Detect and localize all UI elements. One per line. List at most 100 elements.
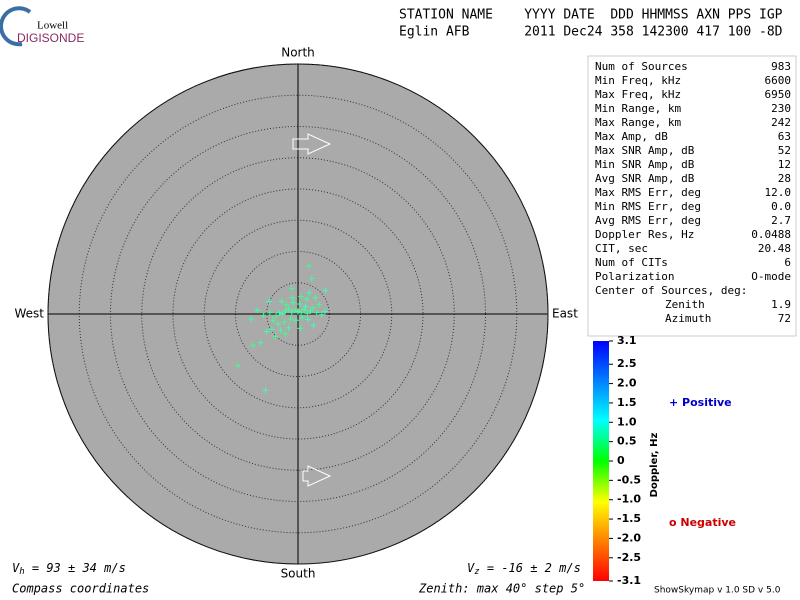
source-point (281, 319, 288, 326)
source-point (313, 309, 320, 316)
stat-label: Azimuth (665, 312, 711, 325)
stat-value: 0.0488 (751, 228, 791, 241)
vz-sub: z (474, 567, 479, 577)
logo-bottom: DIGISONDE (17, 31, 84, 45)
stat-value: 6950 (765, 88, 792, 101)
vh-text: Vh = 93 ± 34 m/s (12, 561, 126, 577)
source-point (279, 311, 286, 317)
stat-label: Avg RMS Err, deg (595, 214, 701, 227)
source-point (285, 324, 292, 331)
stat-title: Center of Sources, deg: (595, 284, 747, 297)
stat-value: 1.9 (771, 298, 791, 311)
stat-value: 230 (771, 102, 791, 115)
source-point (276, 309, 283, 316)
source-point (301, 306, 308, 313)
source-point (273, 312, 280, 319)
dir-south: South (281, 567, 316, 581)
stat-value: 0.0 (771, 200, 791, 213)
legend-positive: + Positive (669, 396, 732, 409)
source-point (257, 339, 264, 346)
source-point (278, 298, 285, 305)
stat-value: 63 (778, 130, 791, 143)
source-point (310, 304, 316, 311)
source-point (298, 309, 305, 316)
colorbar-tick-label: 0 (617, 454, 625, 467)
stat-label: Num of CITs (595, 256, 668, 269)
source-point (308, 275, 315, 282)
stat-value: 52 (778, 144, 791, 157)
source-point (283, 301, 290, 308)
stat-value: 72 (778, 312, 791, 325)
vz-value: = -16 ± 2 m/s (480, 561, 581, 575)
source-point (316, 301, 323, 308)
colorbar-label: Doppler, Hz (649, 433, 660, 498)
source-point (290, 299, 296, 306)
source-point (282, 307, 289, 314)
source-point (270, 317, 276, 324)
source-point (306, 262, 313, 269)
stat-label: Min Range, km (595, 102, 681, 115)
colorbar (593, 341, 609, 581)
source-point (287, 316, 294, 322)
source-point (282, 331, 289, 337)
dir-west: West (14, 307, 44, 321)
colorbar-tick-label: 2.5 (617, 357, 637, 370)
source-point (248, 316, 255, 322)
colorbar-tick-label: -2.5 (617, 551, 641, 564)
source-point (288, 309, 295, 316)
source-point (266, 298, 273, 305)
source-point (235, 362, 241, 369)
colorbar-tick-label: 2.0 (617, 377, 637, 390)
colorbar-tick-label: -3.1 (617, 574, 641, 587)
stat-label: Max SNR Amp, dB (595, 144, 695, 157)
source-point (277, 327, 284, 334)
vh-sub: h (19, 567, 24, 577)
stat-value: 6600 (765, 74, 792, 87)
header-line: Eglin AFB 2011 Dec24 358 142300 417 100 … (399, 25, 783, 40)
source-point (293, 317, 300, 324)
colorbar-tick-label: 0.5 (617, 435, 637, 448)
source-point (298, 293, 305, 300)
stat-label: Min RMS Err, deg (595, 200, 701, 213)
source-point (285, 306, 292, 312)
stat-label: Zenith (665, 298, 705, 311)
source-point (299, 314, 306, 321)
stat-value: 242 (771, 116, 791, 129)
logo-top: Lowell (37, 20, 68, 32)
source-point (312, 294, 319, 301)
stat-label: Max Range, km (595, 116, 681, 129)
stat-label: Min SNR Amp, dB (595, 158, 695, 171)
zenith-label: Zenith: max 40° step 5° (418, 582, 585, 596)
source-point (275, 321, 281, 327)
header-line: STATION NAME YYYY DATE DDD HHMMSS AXN PP… (399, 8, 783, 23)
stat-value: 6 (784, 256, 791, 269)
source-point (272, 333, 279, 340)
stat-value: 12.0 (765, 186, 792, 199)
source-point (306, 289, 313, 296)
source-point (266, 309, 273, 316)
stat-value: 983 (771, 60, 791, 73)
source-point (262, 387, 269, 394)
stat-label: Doppler Res, Hz (595, 228, 694, 241)
source-point (307, 307, 314, 314)
version-label: ShowSkymap v 1.0 SD v 5.0 (654, 586, 781, 596)
vh-value: = 93 ± 34 m/s (25, 561, 126, 575)
stat-value: 28 (778, 172, 791, 185)
dir-north: North (281, 46, 315, 60)
coords-label: Compass coordinates (12, 582, 149, 596)
source-point (250, 342, 256, 349)
source-point (268, 326, 275, 333)
colorbar-tick-label: -2.0 (617, 531, 641, 544)
stat-label: Num of Sources (595, 60, 688, 73)
source-point (318, 311, 325, 318)
stat-label: Polarization (595, 270, 674, 283)
stat-value: 2.7 (771, 214, 791, 227)
source-point (305, 316, 311, 323)
source-point (295, 308, 301, 315)
source-point (302, 303, 309, 310)
stat-label: Max RMS Err, deg (595, 186, 701, 199)
stat-label: CIT, sec (595, 242, 648, 255)
south-arrow (302, 465, 332, 487)
stat-label: Avg SNR Amp, dB (595, 172, 695, 185)
